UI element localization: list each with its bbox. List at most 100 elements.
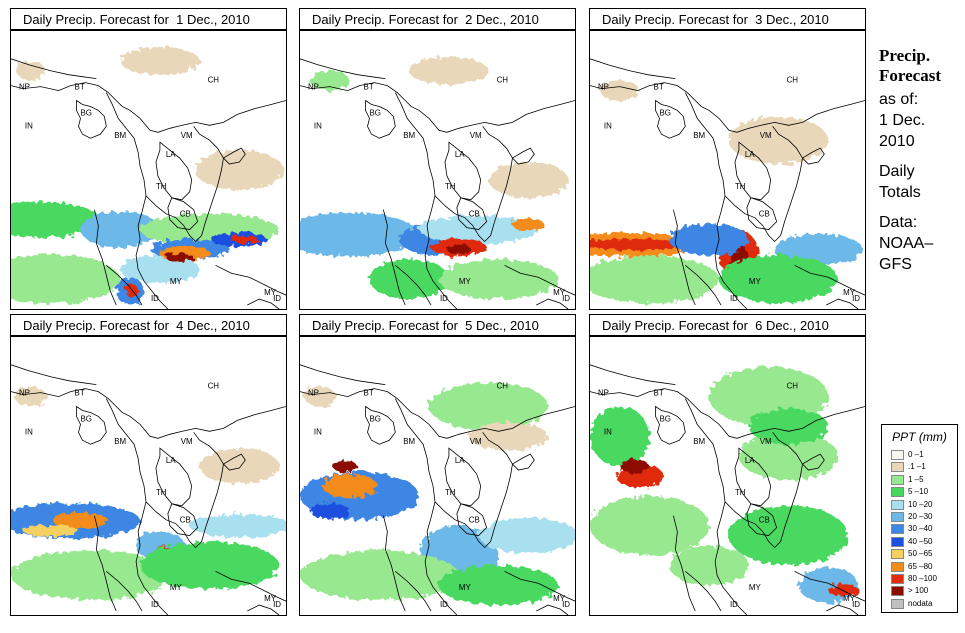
border-line: [590, 82, 865, 133]
precip-area: [446, 244, 471, 255]
precip-area: [719, 255, 839, 304]
country-label-bg: BG: [369, 108, 380, 117]
precip-area: [488, 162, 569, 198]
data-source-line1: NOAA–: [879, 235, 934, 252]
country-label-np: NP: [308, 389, 319, 398]
legend-swatch: [891, 487, 904, 498]
border-line: [456, 197, 488, 230]
border-line: [76, 99, 107, 139]
border-line: [511, 453, 535, 471]
country-label-cb: CB: [469, 210, 480, 219]
country-label-ch: CH: [497, 76, 509, 85]
country-label-bm: BM: [403, 437, 415, 446]
precip-area: [11, 550, 170, 601]
coastlines: [300, 364, 575, 615]
country-label-ch: CH: [208, 76, 220, 85]
country-label-bt: BT: [364, 389, 374, 398]
panel-title: Daily Precip. Forecast for 3 Dec., 2010: [589, 8, 866, 30]
precip-area: [512, 218, 545, 231]
border-line: [76, 405, 107, 445]
forecast-info: Precip. Forecast as of: 1 Dec. 2010 Dail…: [879, 46, 964, 275]
totals-line1: Daily: [879, 163, 915, 180]
border-line: [536, 298, 569, 309]
border-line: [444, 447, 482, 507]
coastlines: [300, 58, 575, 309]
country-label-th: TH: [735, 488, 746, 497]
country-label-cb: CB: [180, 516, 191, 525]
border-line: [383, 209, 406, 306]
border-line: [456, 503, 488, 536]
precip-area: [438, 565, 559, 606]
country-label-th: TH: [735, 182, 746, 191]
country-label-id: ID: [562, 600, 570, 609]
border-line: [590, 58, 676, 80]
border-line: [673, 209, 696, 306]
border-line: [155, 141, 193, 201]
precip-area: [16, 60, 45, 81]
border-line: [145, 432, 224, 549]
border-line: [94, 209, 117, 306]
legend-swatch: [891, 450, 904, 460]
precip-area: [126, 284, 139, 299]
precip-layer: [300, 56, 569, 300]
precip-area: [14, 386, 47, 407]
country-label-my: MY: [264, 288, 277, 297]
country-label-id: ID: [562, 294, 570, 303]
legend-swatch: [891, 474, 904, 485]
precip-layer: [590, 366, 860, 604]
legend-swatch: [891, 549, 904, 560]
country-label-bg: BG: [369, 414, 380, 423]
precip-area: [620, 459, 649, 474]
border-line: [511, 147, 535, 165]
coastlines: [11, 58, 286, 309]
country-label-la: LA: [455, 150, 465, 159]
data-source-label: Data:: [879, 214, 918, 231]
precip-area: [300, 212, 420, 257]
legend-swatch: [891, 524, 904, 535]
precip-area: [11, 254, 121, 305]
panel-title: Daily Precip. Forecast for 2 Dec., 2010: [299, 8, 576, 30]
border-line: [734, 141, 772, 201]
legend-swatch: [891, 598, 904, 609]
panel-title: Daily Precip. Forecast for 5 Dec., 2010: [299, 314, 576, 336]
precip-area: [827, 584, 860, 597]
precip-area: [309, 502, 350, 519]
precip-layer: [590, 80, 864, 304]
country-label-np: NP: [308, 83, 319, 92]
precip-area: [590, 406, 650, 467]
forecast-panel-5: Daily Precip. Forecast for 5 Dec., 2010 N…: [299, 314, 576, 616]
precip-area: [669, 545, 749, 586]
border-line: [11, 58, 97, 80]
border-line: [247, 298, 280, 309]
precip-area: [300, 550, 459, 601]
border-line: [365, 99, 396, 139]
border-line: [300, 364, 386, 386]
country-label-my: MY: [459, 277, 472, 286]
border-line: [801, 453, 825, 471]
coastlines: [590, 364, 865, 615]
country-label-bt: BT: [75, 83, 85, 92]
country-label-my: MY: [553, 594, 566, 603]
forecast-panel-6: Daily Precip. Forecast for 6 Dec., 2010 N…: [589, 314, 866, 616]
border-line: [590, 388, 865, 439]
country-label-id: ID: [440, 600, 448, 609]
border-line: [684, 398, 748, 615]
border-line: [11, 388, 286, 439]
country-label-ch: CH: [208, 382, 220, 391]
country-label-my: MY: [749, 583, 762, 592]
country-label-id: ID: [852, 600, 860, 609]
border-line: [684, 92, 748, 309]
as-of-date: 1 Dec.: [879, 112, 926, 129]
precip-area: [140, 541, 280, 590]
country-label-bm: BM: [114, 131, 126, 140]
border-line: [11, 82, 286, 133]
legend-label: 0 –1: [908, 450, 924, 459]
precip-area: [478, 517, 575, 554]
country-label-id: ID: [151, 600, 159, 609]
precip-area: [120, 255, 200, 284]
country-label-bm: BM: [403, 131, 415, 140]
